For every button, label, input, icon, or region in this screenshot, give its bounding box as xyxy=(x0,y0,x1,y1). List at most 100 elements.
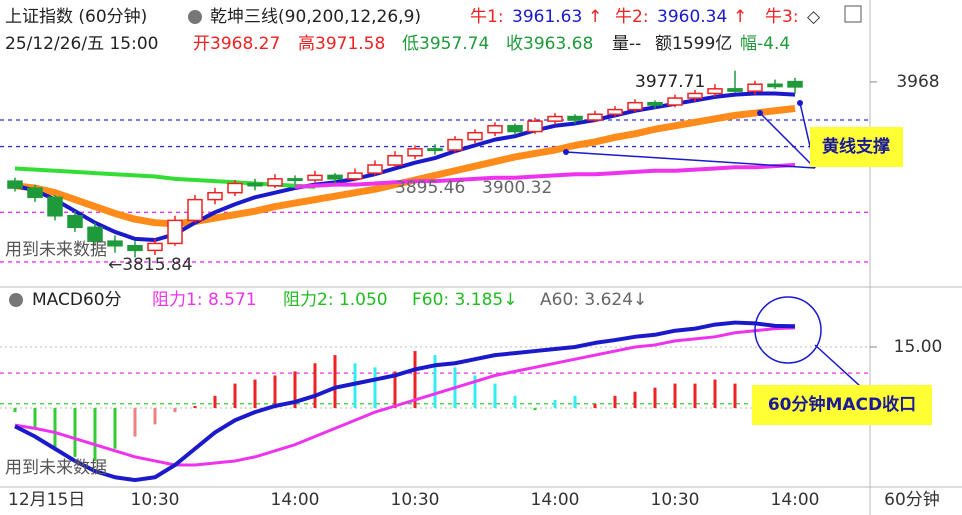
annotation: 用到未来数据 xyxy=(5,240,107,260)
candle-body xyxy=(447,138,463,151)
legend-arrow: ↑ xyxy=(588,7,602,27)
callout-box xyxy=(810,127,903,167)
histogram-bar xyxy=(713,379,717,409)
candle-body xyxy=(727,88,743,92)
histogram-bar xyxy=(373,367,377,409)
checkbox-icon[interactable] xyxy=(844,5,862,23)
candle-body xyxy=(407,148,423,157)
candle-body xyxy=(387,155,403,166)
histogram-bar xyxy=(133,408,137,437)
histogram-bar xyxy=(193,406,197,409)
histogram-bar xyxy=(13,408,17,413)
histogram-bar xyxy=(673,383,677,409)
macd-info: F60: 3.185↓ xyxy=(412,290,517,310)
candle-body xyxy=(87,226,103,242)
indicator-line xyxy=(14,91,796,242)
arrow-head xyxy=(797,100,803,106)
histogram-bar xyxy=(213,395,217,409)
histogram-bar xyxy=(313,363,317,409)
histogram-bar xyxy=(593,403,597,409)
arrow-head xyxy=(757,110,763,116)
indicator-icon xyxy=(188,10,202,24)
quote-info: 25/12/26/五 15:00 xyxy=(5,34,158,54)
histogram-bar xyxy=(533,408,537,411)
candle-body xyxy=(707,88,723,95)
histogram-bar xyxy=(513,395,517,409)
panel-title: MACD60分 xyxy=(32,290,122,310)
candle-body xyxy=(7,180,23,189)
candle-body xyxy=(267,178,283,187)
candle-body xyxy=(567,115,583,121)
quote-info: 低3957.74 xyxy=(402,34,489,54)
macd-info: 阻力2: 1.050 xyxy=(283,290,388,310)
candle-body xyxy=(147,242,163,252)
quote-info: 幅-4.4 xyxy=(740,34,790,54)
candle-body xyxy=(507,125,523,133)
x-tick-label: 12月15日 xyxy=(8,490,85,510)
macd-line xyxy=(14,320,796,483)
period-label: 60分钟 xyxy=(884,490,940,510)
histogram-bar xyxy=(473,375,477,409)
histogram-bar xyxy=(333,355,337,409)
candle-body xyxy=(367,164,383,174)
histogram-bar xyxy=(253,379,257,409)
histogram-bar xyxy=(153,408,157,425)
quote-info: 收3963.68 xyxy=(506,34,593,54)
histogram-bar xyxy=(393,371,397,409)
chart-title: 上证指数 (60分钟) xyxy=(5,7,147,27)
histogram-bar xyxy=(413,351,417,409)
annotation: ←3815.84 xyxy=(108,255,193,275)
candle-body xyxy=(307,174,323,181)
callout-box xyxy=(752,385,932,425)
indicator-line xyxy=(14,166,316,189)
histogram-bar xyxy=(53,408,57,449)
candle-body xyxy=(527,120,543,133)
histogram-bar xyxy=(733,383,737,409)
arrow-head xyxy=(563,149,569,155)
histogram-bar xyxy=(113,408,117,449)
candle-body xyxy=(427,148,443,152)
candle-body xyxy=(227,182,243,194)
x-tick-label: 10:30 xyxy=(651,490,700,510)
legend-value: 3961.63 xyxy=(512,7,582,27)
candle-body xyxy=(27,187,43,199)
histogram-bar xyxy=(553,399,557,409)
legend-label: 牛3: xyxy=(765,7,799,27)
candle-body xyxy=(347,172,363,180)
histogram-bar xyxy=(493,383,497,409)
x-tick-label: 10:30 xyxy=(391,490,440,510)
candle-body xyxy=(467,131,483,141)
candle-body xyxy=(747,83,763,92)
candle-body xyxy=(187,198,203,222)
indicator-line xyxy=(294,163,796,189)
annotation: 3900.32 xyxy=(482,178,552,198)
candle-body xyxy=(487,125,503,134)
callout-arrow xyxy=(759,112,816,169)
y-tick-label: 15.00 xyxy=(894,337,943,357)
candle-body xyxy=(67,215,83,229)
histogram-bar xyxy=(273,375,277,409)
legend-label: 牛1: xyxy=(470,7,504,27)
indicator-name: 乾坤三线(90,200,12,26,9) xyxy=(210,7,421,27)
macd-line xyxy=(14,326,796,467)
candle-body xyxy=(127,245,143,252)
candle-body xyxy=(47,196,63,217)
quote-info: 量-- xyxy=(612,34,641,54)
histogram-bar xyxy=(433,355,437,409)
candle-body xyxy=(787,80,803,88)
histogram-bar xyxy=(613,395,617,409)
candle-body xyxy=(107,240,123,247)
callout-arrow xyxy=(565,151,816,169)
candle-body xyxy=(667,97,683,106)
histogram-bar xyxy=(73,408,77,457)
annotation: 3977.71 xyxy=(635,72,705,92)
candle-body xyxy=(587,113,603,121)
candle-body xyxy=(687,92,703,99)
x-tick-label: 14:00 xyxy=(531,490,580,510)
legend-value: 3960.34 xyxy=(657,7,727,27)
macd-info: 阻力1: 8.571 xyxy=(152,290,257,310)
candle-body xyxy=(547,115,563,122)
quote-info: 开3968.27 xyxy=(193,34,280,54)
histogram-bar xyxy=(693,383,697,409)
